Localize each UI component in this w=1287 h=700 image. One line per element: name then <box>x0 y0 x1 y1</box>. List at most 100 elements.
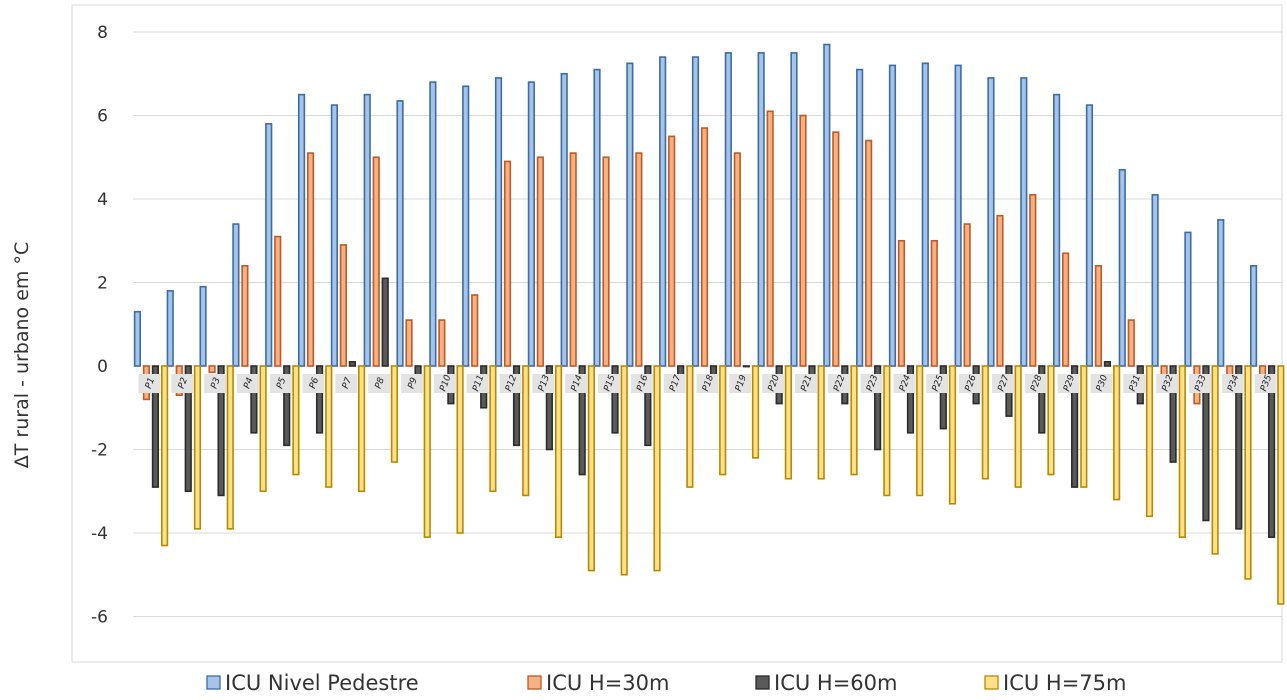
x-tick-chip <box>1090 374 1113 393</box>
bar-p9-s4 <box>423 365 431 538</box>
x-tick-chip <box>1156 374 1179 393</box>
bar-p6-s4 <box>325 365 333 488</box>
x-axis-ticks: P1 P2 P3 P4 P5 P6 P7 P8 P9 P10 P11 P12 P13 P14 P15 P16 P… <box>138 373 1277 393</box>
x-tick-chip <box>204 374 227 393</box>
bar-p24-s3 <box>906 365 915 434</box>
bar-p21-s4 <box>817 365 825 480</box>
bar-p30-s2 <box>1094 264 1103 367</box>
bar-p29-s1 <box>1053 93 1061 367</box>
bar-p2-s1 <box>166 290 174 367</box>
bar-p7-s1 <box>330 104 338 367</box>
bar-p8-s4 <box>390 365 399 463</box>
bar-p20-s4 <box>784 365 792 480</box>
bar-p23-s1 <box>856 68 864 367</box>
bar-p6-s3 <box>315 365 324 434</box>
bar-p31-s2 <box>1127 319 1135 367</box>
y-tick-label: -4 <box>91 524 108 544</box>
legend-label-2: ICU H=30m <box>546 671 669 695</box>
x-tick-chip <box>565 374 588 393</box>
bar-p32-s1 <box>1151 194 1159 367</box>
y-axis-ticks: -6 -4 -2 0 2 4 6 8 <box>91 23 108 628</box>
bar-p25-s2 <box>930 239 938 367</box>
y-tick-label: 6 <box>97 107 108 127</box>
bar-p9-s2 <box>405 319 413 367</box>
bar-p10-s2 <box>438 319 446 367</box>
bar-p20-s2 <box>766 110 774 367</box>
x-tick-chip <box>959 374 982 393</box>
bar-p15-s1 <box>593 68 601 367</box>
x-tick-chip <box>368 374 391 393</box>
x-tick-chip <box>433 374 456 393</box>
bar-p4-s4 <box>259 365 267 493</box>
bar-p34-s3 <box>1235 365 1243 530</box>
bar-p13-s4 <box>554 365 563 538</box>
bar-p19-s4 <box>751 365 760 459</box>
bar-p21-s1 <box>790 52 798 367</box>
x-tick-chip <box>762 374 785 393</box>
bar-p14-s3 <box>578 365 586 476</box>
bar-p12-s3 <box>512 365 521 447</box>
bar-p30-s3 <box>1103 361 1112 367</box>
bar-p8-s2 <box>372 156 380 367</box>
legend-label-4: ICU H=75m <box>1003 671 1126 695</box>
bar-p21-s2 <box>799 114 807 367</box>
bar-p19-s2 <box>733 152 741 367</box>
bar-p12-s4 <box>522 365 530 497</box>
bar-p24-s4 <box>916 365 924 497</box>
x-tick-chip <box>302 374 325 393</box>
bar-series-group <box>133 43 1285 605</box>
bar-p7-s2 <box>339 244 347 367</box>
bar-p18-s1 <box>691 56 700 367</box>
bar-p29-s2 <box>1062 252 1070 367</box>
bar-p5-s2 <box>274 235 282 367</box>
bar-p23-s3 <box>874 365 882 451</box>
bar-p15-s2 <box>602 156 610 367</box>
bar-p7-s4 <box>357 365 366 493</box>
bar-p31-s4 <box>1145 365 1154 518</box>
bar-p11-s4 <box>489 365 497 493</box>
bar-p5-s3 <box>283 365 291 447</box>
x-tick-chip <box>991 374 1014 393</box>
bar-p27-s2 <box>996 214 1004 367</box>
bar-p17-s2 <box>668 135 676 367</box>
x-tick-chip <box>893 374 916 393</box>
bar-p8-s3 <box>381 277 389 367</box>
bar-p11-s1 <box>462 85 470 367</box>
bar-p3-s1 <box>199 285 207 367</box>
x-tick-label: P9 <box>407 376 420 390</box>
bar-p35-s3 <box>1267 365 1276 538</box>
bar-p32-s3 <box>1169 365 1177 463</box>
x-tick-chip <box>1221 374 1244 393</box>
y-tick-label: 0 <box>97 357 108 377</box>
x-tick-label: P5 <box>275 376 288 390</box>
y-tick-label: 4 <box>97 190 108 210</box>
bar-p30-s1 <box>1085 104 1094 367</box>
bar-p28-s1 <box>1020 77 1028 367</box>
x-tick-label: P2 <box>177 376 190 390</box>
bar-p34-s4 <box>1244 365 1252 580</box>
bar-p22-s2 <box>832 131 840 367</box>
bar-p22-s4 <box>850 365 858 476</box>
bar-p3-s2 <box>208 365 216 374</box>
legend-swatch-2 <box>527 675 542 690</box>
bar-p25-s1 <box>921 62 929 367</box>
bar-p20-s1 <box>757 52 765 367</box>
bar-p16-s4 <box>653 365 661 572</box>
bar-p29-s3 <box>1071 365 1079 488</box>
bar-p35-s1 <box>1249 264 1258 367</box>
bar-p14-s2 <box>569 152 577 367</box>
legend-swatch-3 <box>755 675 770 690</box>
bar-p26-s4 <box>981 365 989 480</box>
x-tick-chip <box>401 374 424 393</box>
bar-p28-s4 <box>1047 365 1055 476</box>
bar-p27-s4 <box>1014 365 1022 488</box>
x-tick-chip <box>532 374 555 393</box>
chart-frame <box>71 4 1283 663</box>
bar-p13-s1 <box>527 81 535 367</box>
bar-p13-s2 <box>536 156 544 367</box>
bar-p3-s4 <box>226 365 234 530</box>
bar-p16-s1 <box>626 62 634 367</box>
y-tick-label: 8 <box>97 23 108 43</box>
x-tick-chip <box>138 374 161 393</box>
bar-p18-s4 <box>719 365 727 476</box>
